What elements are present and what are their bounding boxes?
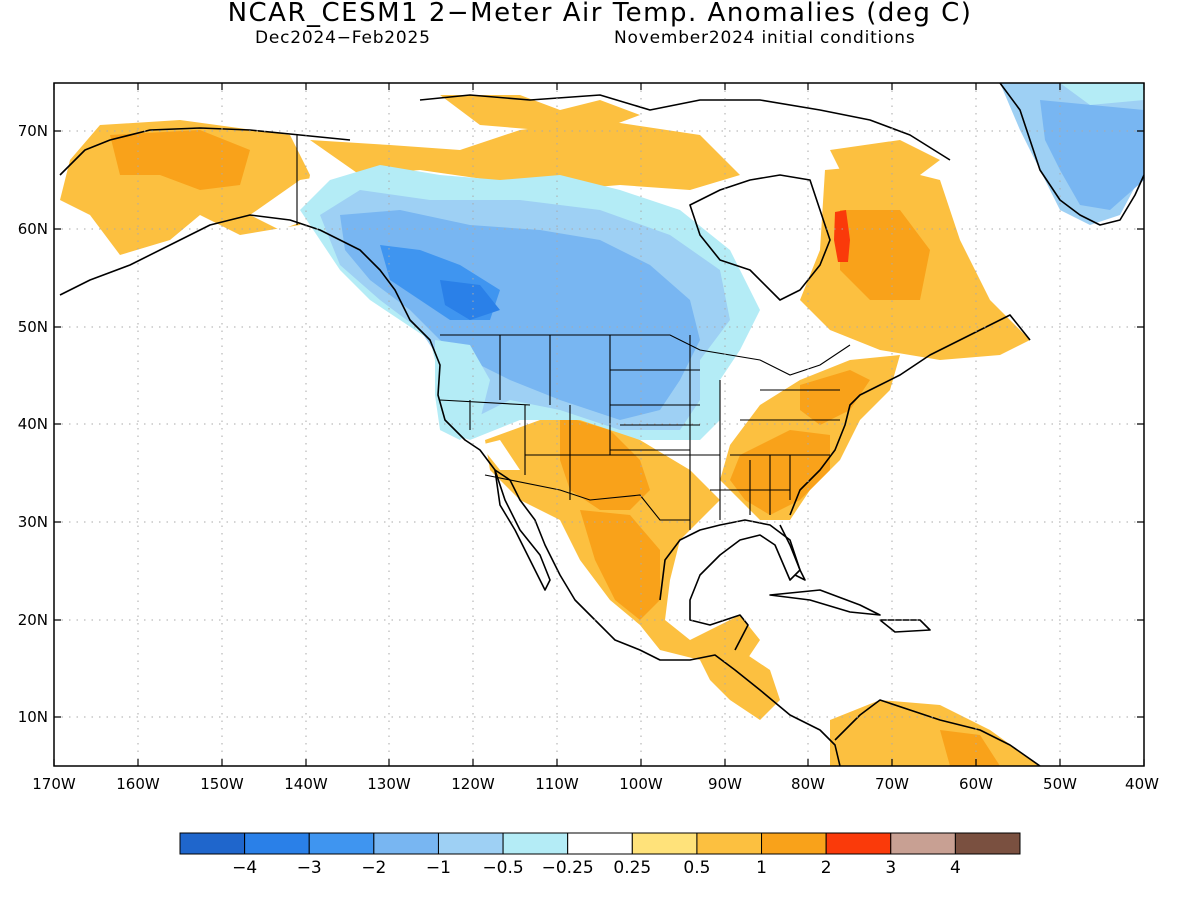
anomaly-field bbox=[59, 83, 1144, 766]
lon-label: 160W bbox=[116, 775, 160, 793]
far-north-warm bbox=[440, 95, 640, 130]
south-america-orange bbox=[940, 730, 1000, 766]
us-mexico-border bbox=[484, 474, 690, 521]
southwest-canada-blue-core bbox=[440, 280, 500, 320]
legend-color-boxes bbox=[179, 832, 1021, 855]
lon-label: 140W bbox=[284, 775, 328, 793]
tick-marks bbox=[53, 83, 1145, 766]
pacific-northwest-cyan bbox=[435, 340, 490, 440]
legend-label: 3 bbox=[885, 858, 896, 878]
south-america-warm bbox=[830, 700, 1040, 766]
southeast-us-orange bbox=[730, 430, 830, 515]
greenland-cyan-north bbox=[1060, 83, 1144, 105]
legend-label: −2 bbox=[361, 858, 386, 878]
lon-label: 100W bbox=[619, 775, 663, 793]
legend-color-box bbox=[954, 832, 1021, 855]
legend-label: 4 bbox=[950, 858, 961, 878]
gulf-coastline bbox=[659, 519, 801, 651]
legend-label: −4 bbox=[232, 858, 257, 878]
mexico-orange-core bbox=[580, 510, 660, 620]
lon-label: 120W bbox=[451, 775, 495, 793]
central-america-warm bbox=[700, 650, 780, 720]
legend-color-box bbox=[179, 832, 246, 855]
legend-label: 0.5 bbox=[683, 858, 710, 878]
anomaly-map: 70N 60N 50N 40N 30N 20N 10N 170W 160W 15… bbox=[18, 82, 1159, 793]
legend-label: −3 bbox=[297, 858, 322, 878]
lat-label: 50N bbox=[18, 318, 48, 336]
four-corners-orange bbox=[560, 415, 650, 510]
us-canada-border bbox=[440, 334, 851, 376]
legend-color-box bbox=[825, 832, 892, 855]
legend-color-box bbox=[308, 832, 375, 855]
arctic-islands-warm bbox=[310, 120, 740, 190]
cuba bbox=[769, 589, 881, 616]
lon-label: 150W bbox=[200, 775, 244, 793]
us-state-lines-central bbox=[610, 335, 721, 530]
lon-label: 80W bbox=[791, 775, 825, 793]
south-america-coast bbox=[834, 699, 1041, 766]
political-borders bbox=[296, 135, 851, 530]
legend-label: 0.25 bbox=[613, 858, 651, 878]
latitude-labels: 70N 60N 50N 40N 30N 20N 10N bbox=[18, 122, 48, 726]
legend-color-box bbox=[373, 832, 439, 855]
florida-peninsula bbox=[779, 524, 806, 581]
lat-label: 10N bbox=[18, 708, 48, 726]
legend-color-box bbox=[631, 832, 698, 855]
greenland-blue-core bbox=[1040, 100, 1144, 210]
lon-label: 40W bbox=[1125, 775, 1159, 793]
lon-label: 70W bbox=[875, 775, 909, 793]
lat-label: 70N bbox=[18, 122, 48, 140]
legend-color-box bbox=[567, 832, 633, 855]
legend-color-box bbox=[437, 832, 504, 855]
legend-label: 1 bbox=[756, 858, 767, 878]
legend-color-box bbox=[696, 832, 763, 855]
labrador-orange-core bbox=[840, 210, 930, 300]
legend-color-box bbox=[890, 832, 956, 855]
legend-labels: −4 −3 −2 −1 −0.5 −0.25 0.25 0.5 1 2 3 4 bbox=[232, 858, 961, 878]
lat-label: 60N bbox=[18, 220, 48, 238]
lon-label: 60W bbox=[959, 775, 993, 793]
baffin-warm bbox=[830, 140, 940, 190]
lon-label: 170W bbox=[32, 775, 76, 793]
lon-label: 90W bbox=[708, 775, 742, 793]
legend-color-box bbox=[761, 832, 827, 855]
hispaniola bbox=[879, 619, 931, 633]
longitude-labels: 170W 160W 150W 140W 130W 120W 110W 100W … bbox=[32, 775, 1159, 793]
lat-label: 20N bbox=[18, 611, 48, 629]
lon-label: 110W bbox=[535, 775, 579, 793]
arctic-coastline bbox=[419, 94, 951, 161]
legend-label: −0.25 bbox=[542, 858, 594, 878]
initial-conditions-subtitle: November2024 initial conditions bbox=[614, 28, 916, 48]
alaska-interior-warm bbox=[110, 130, 250, 190]
legend-label: −0.5 bbox=[482, 858, 523, 878]
legend-label: 2 bbox=[821, 858, 832, 878]
greenland-coastline bbox=[999, 83, 1144, 226]
baja-peninsula bbox=[494, 469, 551, 591]
legend-color-box bbox=[244, 832, 310, 855]
north-america-coastline bbox=[59, 214, 841, 766]
legend-color-box bbox=[502, 832, 569, 855]
warm-anomaly-regions bbox=[60, 95, 1040, 766]
lat-label: 40N bbox=[18, 415, 48, 433]
quebec-red-hotspot bbox=[834, 210, 850, 262]
lat-label: 30N bbox=[18, 513, 48, 531]
baja-white bbox=[480, 440, 520, 470]
us-state-lines-west bbox=[439, 335, 690, 500]
season-subtitle: Dec2024−Feb2025 bbox=[255, 28, 431, 48]
mid-atlantic-orange bbox=[800, 370, 870, 425]
lon-label: 50W bbox=[1043, 775, 1077, 793]
alaska-north-coast bbox=[59, 127, 351, 176]
lon-label: 130W bbox=[367, 775, 411, 793]
hudson-bay-coast bbox=[689, 174, 831, 301]
map-title: NCAR_CESM1 2−Meter Air Temp. Anomalies (… bbox=[227, 0, 973, 28]
legend-label: −1 bbox=[426, 858, 451, 878]
us-state-lines-east bbox=[710, 389, 840, 515]
